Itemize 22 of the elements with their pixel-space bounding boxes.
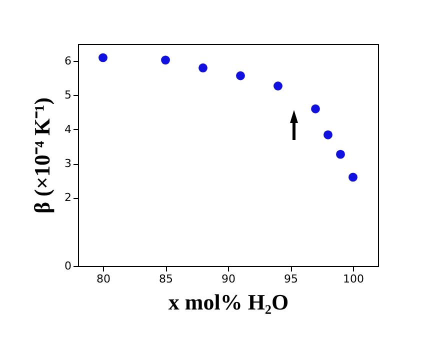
point: [161, 56, 170, 65]
y-tick-label: 3: [64, 157, 72, 170]
point: [236, 71, 245, 80]
x-tick-label: 90: [222, 272, 236, 286]
x-tick-label: 80: [96, 272, 110, 286]
y-tick-label: 4: [64, 122, 72, 136]
point: [311, 104, 320, 114]
point: [274, 82, 282, 90]
y-tick-label: 0: [64, 260, 72, 272]
x-tick-label: 85: [159, 272, 173, 286]
y-tick-label: 5: [64, 88, 72, 102]
y-tick-label: 6: [64, 54, 72, 68]
point: [98, 53, 108, 62]
point: [348, 172, 358, 182]
x-axis-title: x mol% H₂O: [168, 290, 289, 314]
y-axis-title: β (×10⁻⁴ K⁻¹): [30, 97, 54, 214]
point: [324, 130, 332, 140]
x-tick-label: 95: [284, 272, 298, 286]
point: [198, 63, 208, 72]
x-tick-label: 100: [343, 272, 364, 286]
point: [336, 150, 345, 159]
y-tick-label: 2: [64, 191, 72, 204]
